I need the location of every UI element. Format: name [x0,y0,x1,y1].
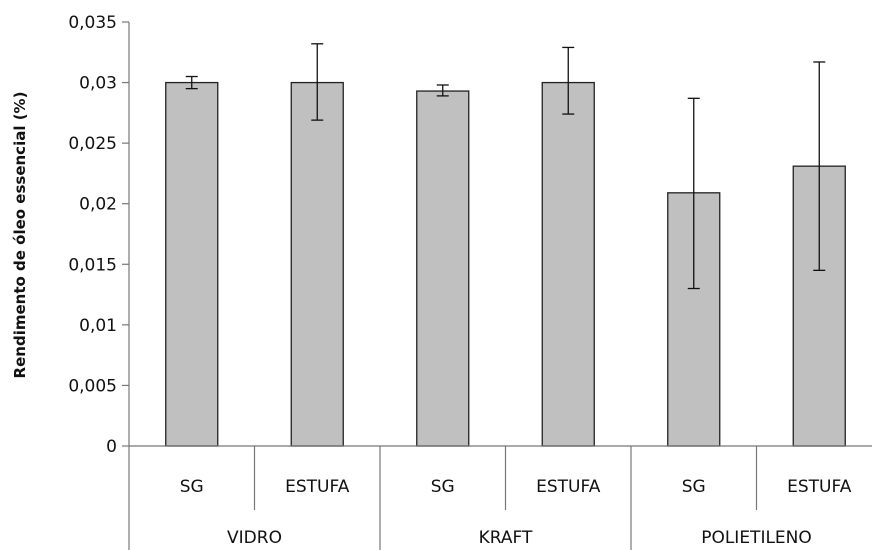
bar [541,81,595,447]
y-axis-ticks: 0 0,005 0,01 0,015 0,02 0,025 0,03 0,035 [68,13,130,457]
y-axis-title: Rendimento de óleo essencial (%) [11,92,29,379]
y-tick-label: 0 [106,437,117,457]
x-group-label: POLIETILENO [701,528,812,548]
x-category-label: SG [431,477,455,497]
y-tick-label: 0,005 [68,376,117,396]
x-category-label: ESTUFA [536,477,601,497]
x-group-label: VIDRO [227,528,282,548]
x-category-label: SG [180,477,204,497]
bar [165,81,219,447]
error-bars [185,43,826,290]
bars [165,81,846,447]
x-category-label: ESTUFA [787,477,852,497]
y-tick-label: 0,025 [68,134,117,154]
x-group-label: KRAFT [479,528,533,548]
x-axis: SG ESTUFA SG ESTUFA SG ESTUFA VIDRO KRAFT POLIET… [128,445,872,550]
bar [416,90,470,447]
x-category-label: SG [682,477,706,497]
y-tick-label: 0,03 [79,74,117,94]
y-tick-label: 0,015 [68,255,117,275]
y-tick-label: 0,01 [79,316,117,336]
y-tick-label: 0,035 [68,13,117,33]
y-tick-label: 0,02 [79,195,117,215]
bar [290,81,344,447]
x-category-label: ESTUFA [285,477,350,497]
